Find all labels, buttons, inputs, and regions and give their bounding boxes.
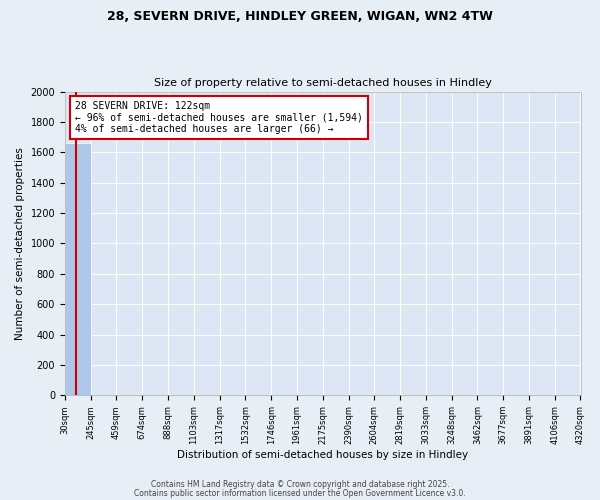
X-axis label: Distribution of semi-detached houses by size in Hindley: Distribution of semi-detached houses by …	[177, 450, 468, 460]
Text: 28 SEVERN DRIVE: 122sqm
← 96% of semi-detached houses are smaller (1,594)
4% of : 28 SEVERN DRIVE: 122sqm ← 96% of semi-de…	[75, 100, 363, 134]
Text: Contains HM Land Registry data © Crown copyright and database right 2025.: Contains HM Land Registry data © Crown c…	[151, 480, 449, 489]
Text: 28, SEVERN DRIVE, HINDLEY GREEN, WIGAN, WN2 4TW: 28, SEVERN DRIVE, HINDLEY GREEN, WIGAN, …	[107, 10, 493, 23]
Title: Size of property relative to semi-detached houses in Hindley: Size of property relative to semi-detach…	[154, 78, 491, 88]
Y-axis label: Number of semi-detached properties: Number of semi-detached properties	[15, 147, 25, 340]
Text: Contains public sector information licensed under the Open Government Licence v3: Contains public sector information licen…	[134, 488, 466, 498]
Bar	[65, 143, 91, 396]
